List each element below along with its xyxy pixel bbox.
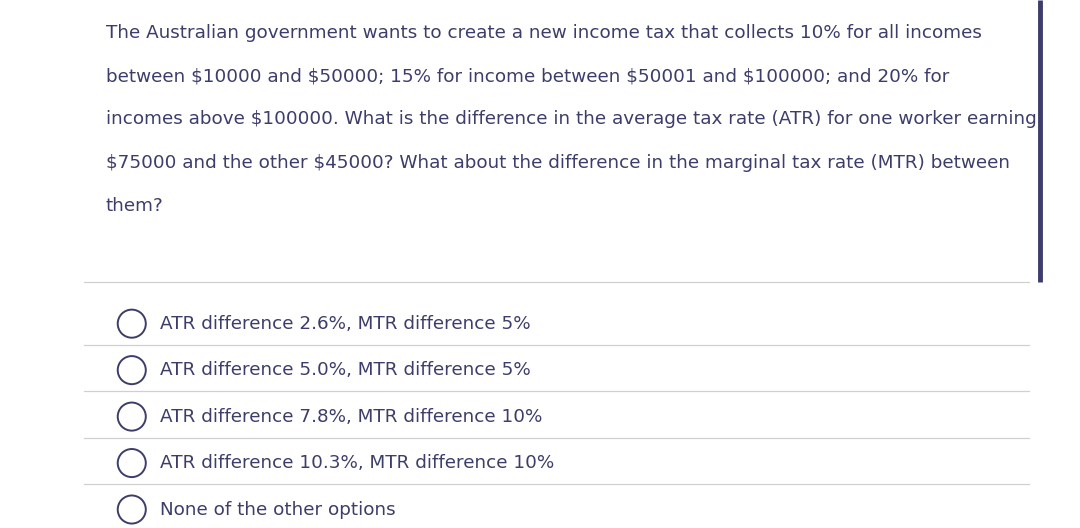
Text: The Australian government wants to create a new income tax that collects 10% for: The Australian government wants to creat… [106, 24, 982, 42]
Text: None of the other options: None of the other options [160, 501, 395, 518]
Text: ATR difference 10.3%, MTR difference 10%: ATR difference 10.3%, MTR difference 10% [160, 454, 554, 472]
Text: ATR difference 2.6%, MTR difference 5%: ATR difference 2.6%, MTR difference 5% [160, 315, 530, 333]
Text: them?: them? [106, 197, 163, 215]
Text: incomes above \$100000. What is the difference in the average tax rate (ATR) for: incomes above \$100000. What is the diff… [106, 110, 1037, 128]
Text: ATR difference 7.8%, MTR difference 10%: ATR difference 7.8%, MTR difference 10% [160, 408, 542, 426]
Text: \$75000 and the other \$45000? What about the difference in the marginal tax rat: \$75000 and the other \$45000? What abou… [106, 154, 1010, 172]
Text: between \$10000 and \$50000; 15% for income between \$50001 and \$100000; and 20: between \$10000 and \$50000; 15% for inc… [106, 67, 949, 85]
Text: ATR difference 5.0%, MTR difference 5%: ATR difference 5.0%, MTR difference 5% [160, 361, 530, 379]
